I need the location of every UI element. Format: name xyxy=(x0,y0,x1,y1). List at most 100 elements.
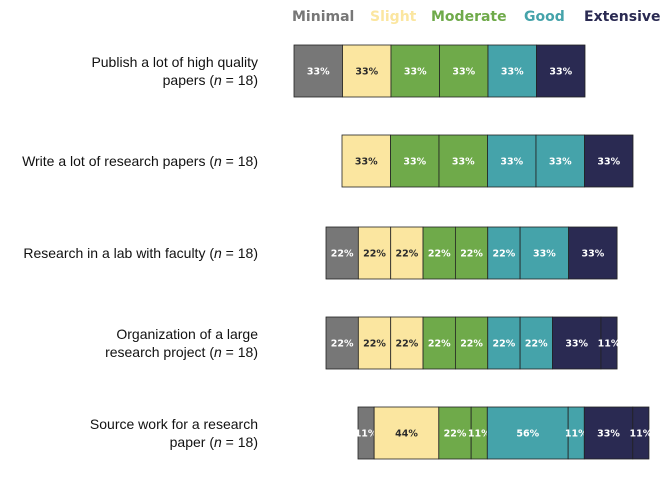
bar-segment-row1-1 xyxy=(293,44,343,98)
data-label-row3-2: 22% xyxy=(363,249,386,260)
data-label-row5-1: 11% xyxy=(355,429,378,440)
row-label-text: Publish a lot of high quality xyxy=(91,54,258,70)
bar-segment-row3-1 xyxy=(325,226,359,280)
data-label-row4-9: 11% xyxy=(598,339,621,350)
row-label-1-line-2: papers (n = 18) xyxy=(163,72,258,88)
bar-segment-row5-5 xyxy=(486,406,569,460)
data-label-row5-6: 11% xyxy=(565,429,588,440)
row-label-n: n xyxy=(214,344,222,360)
row-label-n-suffix: = 18) xyxy=(222,72,258,88)
data-label-row1-5: 33% xyxy=(501,67,524,78)
data-label-row2-5: 33% xyxy=(549,157,572,168)
data-label-row4-1: 22% xyxy=(331,339,354,350)
data-label-row5-8: 11% xyxy=(630,429,653,440)
row-label-text: Research in a lab with faculty ( xyxy=(23,245,214,261)
row-label-n: n xyxy=(214,153,222,169)
data-label-row4-5: 22% xyxy=(460,339,483,350)
bar-segment-row2-1 xyxy=(341,134,391,188)
data-label-row4-8: 33% xyxy=(565,339,588,350)
data-label-row4-7: 22% xyxy=(525,339,548,350)
data-label-row2-3: 33% xyxy=(452,157,475,168)
bar-segment-row5-7 xyxy=(583,406,634,460)
bar-segment-row3-2 xyxy=(357,226,392,280)
data-label-row1-4: 33% xyxy=(452,67,475,78)
bar-segment-row4-1 xyxy=(325,316,359,370)
data-label-row1-1: 33% xyxy=(307,67,330,78)
bar-segment-row4-9 xyxy=(600,316,618,370)
row-label-text: Source work for a research xyxy=(90,416,258,432)
bar-segment-row2-6 xyxy=(584,134,634,188)
bar-segment-row1-4 xyxy=(439,44,489,98)
data-label-row5-7: 33% xyxy=(597,429,620,440)
row-label-text: Organization of a large xyxy=(116,326,258,342)
bar-segment-row1-3 xyxy=(390,44,440,98)
bar-segment-row3-4 xyxy=(422,226,456,280)
data-label-row5-3: 22% xyxy=(444,429,467,440)
data-label-row3-1: 22% xyxy=(331,249,354,260)
row-label-text: papers ( xyxy=(163,72,215,88)
data-label-row2-1: 33% xyxy=(355,157,378,168)
data-label-row3-4: 22% xyxy=(428,249,451,260)
data-label-row4-4: 22% xyxy=(428,339,451,350)
row-label-1-line-1: Publish a lot of high quality xyxy=(91,54,258,70)
data-label-row3-5: 22% xyxy=(460,249,483,260)
bar-segment-row1-5 xyxy=(487,44,537,98)
data-label-row3-8: 33% xyxy=(581,249,604,260)
row-label-text: paper ( xyxy=(170,434,215,450)
row-label-2-line-1: Write a lot of research papers (n = 18) xyxy=(22,153,258,169)
bar-segment-row4-3 xyxy=(390,316,424,370)
row-label-n: n xyxy=(214,245,222,261)
legend-entry-extensive: Extensive xyxy=(584,9,661,25)
data-label-row3-3: 22% xyxy=(395,249,418,260)
bar-segment-row4-2 xyxy=(357,316,392,370)
row-label-n-suffix: = 18) xyxy=(222,434,258,450)
row-label-n: n xyxy=(214,72,222,88)
row-label-text: Write a lot of research papers ( xyxy=(22,153,214,169)
row-label-4-line-2: research project (n = 18) xyxy=(105,344,258,360)
bar-segment-row5-2 xyxy=(373,406,440,460)
bar-segment-row5-8 xyxy=(632,406,650,460)
row-label-n: n xyxy=(214,434,222,450)
row-label-n-suffix: = 18) xyxy=(222,344,258,360)
bar-segment-row3-8 xyxy=(568,226,618,280)
bar-segment-row1-6 xyxy=(536,44,586,98)
data-label-row5-5: 56% xyxy=(516,429,539,440)
bar-segment-row4-5 xyxy=(454,316,489,370)
data-label-row3-7: 33% xyxy=(533,249,556,260)
row-label-n-suffix: = 18) xyxy=(222,245,258,261)
data-label-row2-4: 33% xyxy=(500,157,523,168)
bar-segment-row2-3 xyxy=(438,134,488,188)
data-label-row2-2: 33% xyxy=(403,157,426,168)
data-label-row1-6: 33% xyxy=(549,67,572,78)
bar-segment-row3-7 xyxy=(519,226,569,280)
row-label-4-line-1: Organization of a large xyxy=(116,326,258,342)
data-label-row5-2: 44% xyxy=(395,429,418,440)
bar-segment-row2-4 xyxy=(487,134,537,188)
data-label-row4-3: 22% xyxy=(395,339,418,350)
legend-entry-good: Good xyxy=(524,9,565,25)
bar-segment-row1-2 xyxy=(342,44,392,98)
data-label-row4-2: 22% xyxy=(363,339,386,350)
bar-segment-row3-5 xyxy=(454,226,489,280)
data-label-row1-3: 33% xyxy=(404,67,427,78)
legend-entry-slight: Slight xyxy=(370,9,417,25)
data-label-row1-2: 33% xyxy=(355,67,378,78)
data-label-row3-6: 22% xyxy=(493,249,516,260)
legend-entry-moderate: Moderate xyxy=(431,9,507,25)
bar-segment-row3-6 xyxy=(487,226,521,280)
bar-segment-row2-2 xyxy=(390,134,440,188)
bar-segment-row5-3 xyxy=(438,406,472,460)
row-label-5-line-2: paper (n = 18) xyxy=(170,434,258,450)
row-label-n-suffix: = 18) xyxy=(222,153,258,169)
bar-segment-row4-8 xyxy=(552,316,602,370)
row-label-text: research project ( xyxy=(105,344,214,360)
row-label-3-line-1: Research in a lab with faculty (n = 18) xyxy=(23,245,258,261)
data-label-row5-4: 11% xyxy=(468,429,491,440)
legend-entry-minimal: Minimal xyxy=(292,9,354,25)
bar-segment-row4-7 xyxy=(519,316,553,370)
data-label-row4-6: 22% xyxy=(493,339,516,350)
data-label-row2-6: 33% xyxy=(597,157,620,168)
row-label-5-line-1: Source work for a research xyxy=(90,416,258,432)
